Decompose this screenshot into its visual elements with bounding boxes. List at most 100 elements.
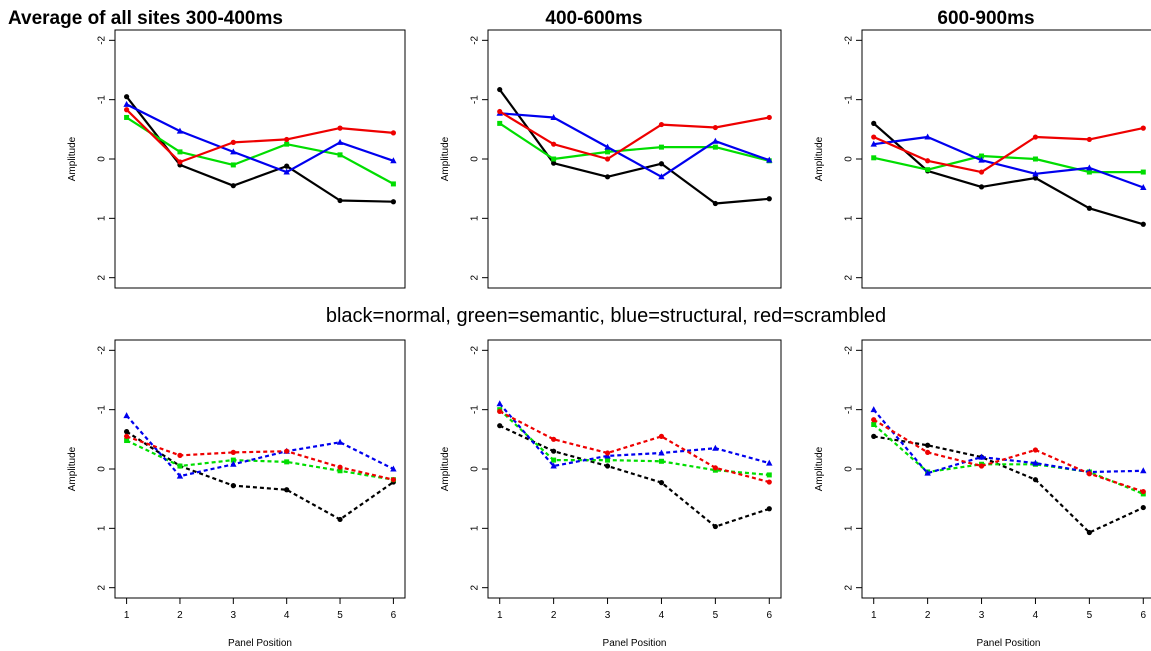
y-tick-label: 1	[97, 215, 108, 221]
data-point-scrambled	[497, 108, 503, 115]
data-point-scrambled	[177, 159, 183, 165]
data-point-scrambled	[1032, 134, 1039, 140]
data-point-structural	[283, 168, 290, 175]
y-tick-label: -1	[844, 405, 855, 414]
y-tick-label: -1	[97, 405, 108, 414]
data-point-semantic	[979, 153, 985, 159]
data-point-normal	[230, 483, 236, 489]
data-point-semantic	[337, 468, 343, 474]
data-point-scrambled	[978, 463, 985, 469]
data-point-normal	[871, 433, 877, 439]
plot-frame	[487, 339, 782, 599]
data-point-scrambled	[1140, 488, 1146, 495]
y-tick-label: -1	[470, 405, 481, 414]
y-axis-label: Amplitude	[814, 446, 825, 491]
x-tick-label: 3	[979, 610, 985, 621]
data-point-scrambled	[604, 156, 611, 162]
color-legend-text: black=normal, green=semantic, blue=struc…	[326, 305, 886, 327]
data-point-semantic	[177, 149, 183, 155]
data-point-normal	[871, 120, 877, 126]
series-line-structural	[873, 135, 1144, 189]
data-point-normal	[604, 174, 611, 180]
data-point-scrambled	[551, 436, 557, 442]
y-tick-label: 0	[470, 156, 481, 162]
x-tick-label: 2	[551, 610, 557, 621]
series-line-normal	[873, 435, 1144, 534]
data-point-normal	[337, 516, 343, 523]
data-point-semantic	[1032, 156, 1038, 162]
series-line-normal	[498, 88, 770, 205]
data-point-structural	[230, 460, 237, 467]
y-axis-label: Amplitude	[440, 446, 451, 491]
data-point-scrambled	[766, 114, 772, 121]
data-point-normal	[1086, 205, 1092, 211]
data-point-structural	[978, 453, 985, 460]
data-point-normal	[284, 163, 290, 169]
data-point-structural	[176, 127, 184, 134]
series-line-semantic	[872, 423, 1144, 495]
data-point-normal	[925, 442, 931, 448]
data-point-scrambled	[1032, 447, 1039, 453]
series-line-semantic	[498, 408, 770, 476]
y-tick-label: 2	[97, 274, 108, 280]
x-tick-label: 5	[337, 610, 343, 621]
y-tick-label: 0	[844, 156, 855, 162]
data-point-structural	[230, 148, 237, 155]
data-point-scrambled	[925, 158, 931, 164]
data-point-structural	[1140, 467, 1147, 474]
data-point-scrambled	[871, 134, 877, 140]
x-tick-label: 6	[391, 610, 397, 621]
data-point-structural	[870, 140, 877, 147]
data-point-scrambled	[1086, 471, 1092, 477]
series-line-scrambled	[126, 435, 394, 481]
y-tick-label: -2	[844, 345, 855, 354]
x-tick-label: 6	[1140, 610, 1146, 621]
data-point-normal	[1140, 221, 1146, 227]
y-axis-label: Amplitude	[440, 136, 451, 181]
data-point-semantic	[124, 114, 130, 120]
data-point-normal	[1086, 529, 1092, 536]
series-line-semantic	[499, 122, 770, 162]
data-point-normal	[497, 423, 503, 429]
data-point-normal	[658, 161, 665, 167]
data-point-structural	[336, 138, 344, 145]
y-tick-label: 0	[97, 156, 108, 162]
x-tick-label: 2	[925, 610, 931, 621]
y-tick-label: 0	[844, 466, 855, 472]
data-point-normal	[337, 197, 343, 204]
series-line-structural	[872, 408, 1144, 475]
data-point-normal	[284, 487, 290, 493]
data-point-scrambled	[871, 417, 877, 423]
data-point-normal	[230, 183, 236, 189]
series-line-normal	[872, 122, 1144, 226]
y-axis-label: Amplitude	[814, 136, 825, 181]
series-line-semantic	[126, 116, 394, 185]
data-point-semantic	[497, 120, 503, 126]
chart-panel-5: -2 -1 0 1 2 Amplitude 1 2 3 4 5 6 Panel Position	[440, 339, 782, 649]
data-point-semantic	[284, 459, 290, 465]
x-axis-label: Panel Position	[603, 638, 667, 649]
y-tick-label: -2	[97, 345, 108, 354]
data-point-structural	[870, 406, 877, 413]
y-axis-label: Amplitude	[67, 446, 78, 491]
chart-panel-2: 400-600ms -2 -1 0 1 2 Amplitude	[440, 8, 782, 289]
data-point-structural	[658, 449, 665, 456]
data-point-semantic	[551, 457, 557, 463]
data-point-scrambled	[177, 452, 183, 458]
data-point-normal	[390, 199, 396, 205]
data-point-semantic	[925, 167, 931, 173]
y-tick-label: 1	[470, 525, 481, 531]
y-tick-label: -2	[844, 35, 855, 44]
data-point-structural	[390, 157, 397, 164]
data-point-structural	[1086, 164, 1093, 171]
data-point-semantic	[284, 141, 290, 147]
series-line-scrambled	[873, 127, 1144, 174]
x-axis-label: Panel Position	[228, 638, 292, 649]
data-point-scrambled	[658, 433, 665, 439]
y-tick-label: 2	[470, 274, 481, 280]
series-line-structural	[126, 103, 394, 174]
data-point-normal	[604, 463, 611, 469]
data-point-scrambled	[712, 465, 718, 471]
data-point-normal	[766, 196, 772, 202]
